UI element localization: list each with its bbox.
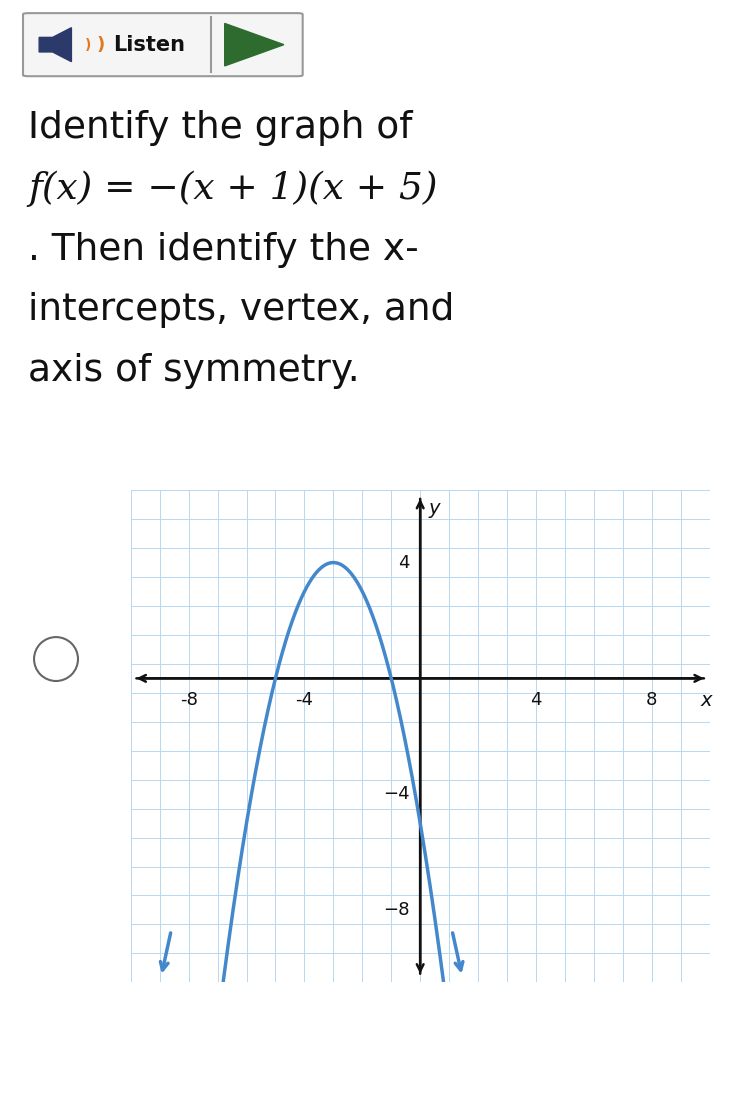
Text: ): ) <box>97 35 105 54</box>
Text: intercepts, vertex, and: intercepts, vertex, and <box>28 292 455 329</box>
Text: Listen: Listen <box>114 34 185 55</box>
Text: axis of symmetry.: axis of symmetry. <box>28 353 360 389</box>
Polygon shape <box>39 28 72 62</box>
Text: −8: −8 <box>383 901 410 919</box>
Text: f(x) = −(x + 1)(x + 5): f(x) = −(x + 1)(x + 5) <box>28 171 438 207</box>
Text: . Then identify the x-: . Then identify the x- <box>28 232 419 268</box>
Text: −4: −4 <box>383 785 410 803</box>
Text: 8: 8 <box>646 692 657 709</box>
Text: -8: -8 <box>180 692 197 709</box>
Circle shape <box>34 638 78 681</box>
FancyBboxPatch shape <box>23 13 303 76</box>
Text: 4: 4 <box>530 692 542 709</box>
Text: ): ) <box>84 38 90 52</box>
Polygon shape <box>225 23 284 66</box>
Text: 4: 4 <box>399 554 410 571</box>
Text: y: y <box>429 499 441 518</box>
Text: Identify the graph of: Identify the graph of <box>28 110 413 147</box>
Text: x: x <box>701 692 713 710</box>
Text: -4: -4 <box>295 692 314 709</box>
